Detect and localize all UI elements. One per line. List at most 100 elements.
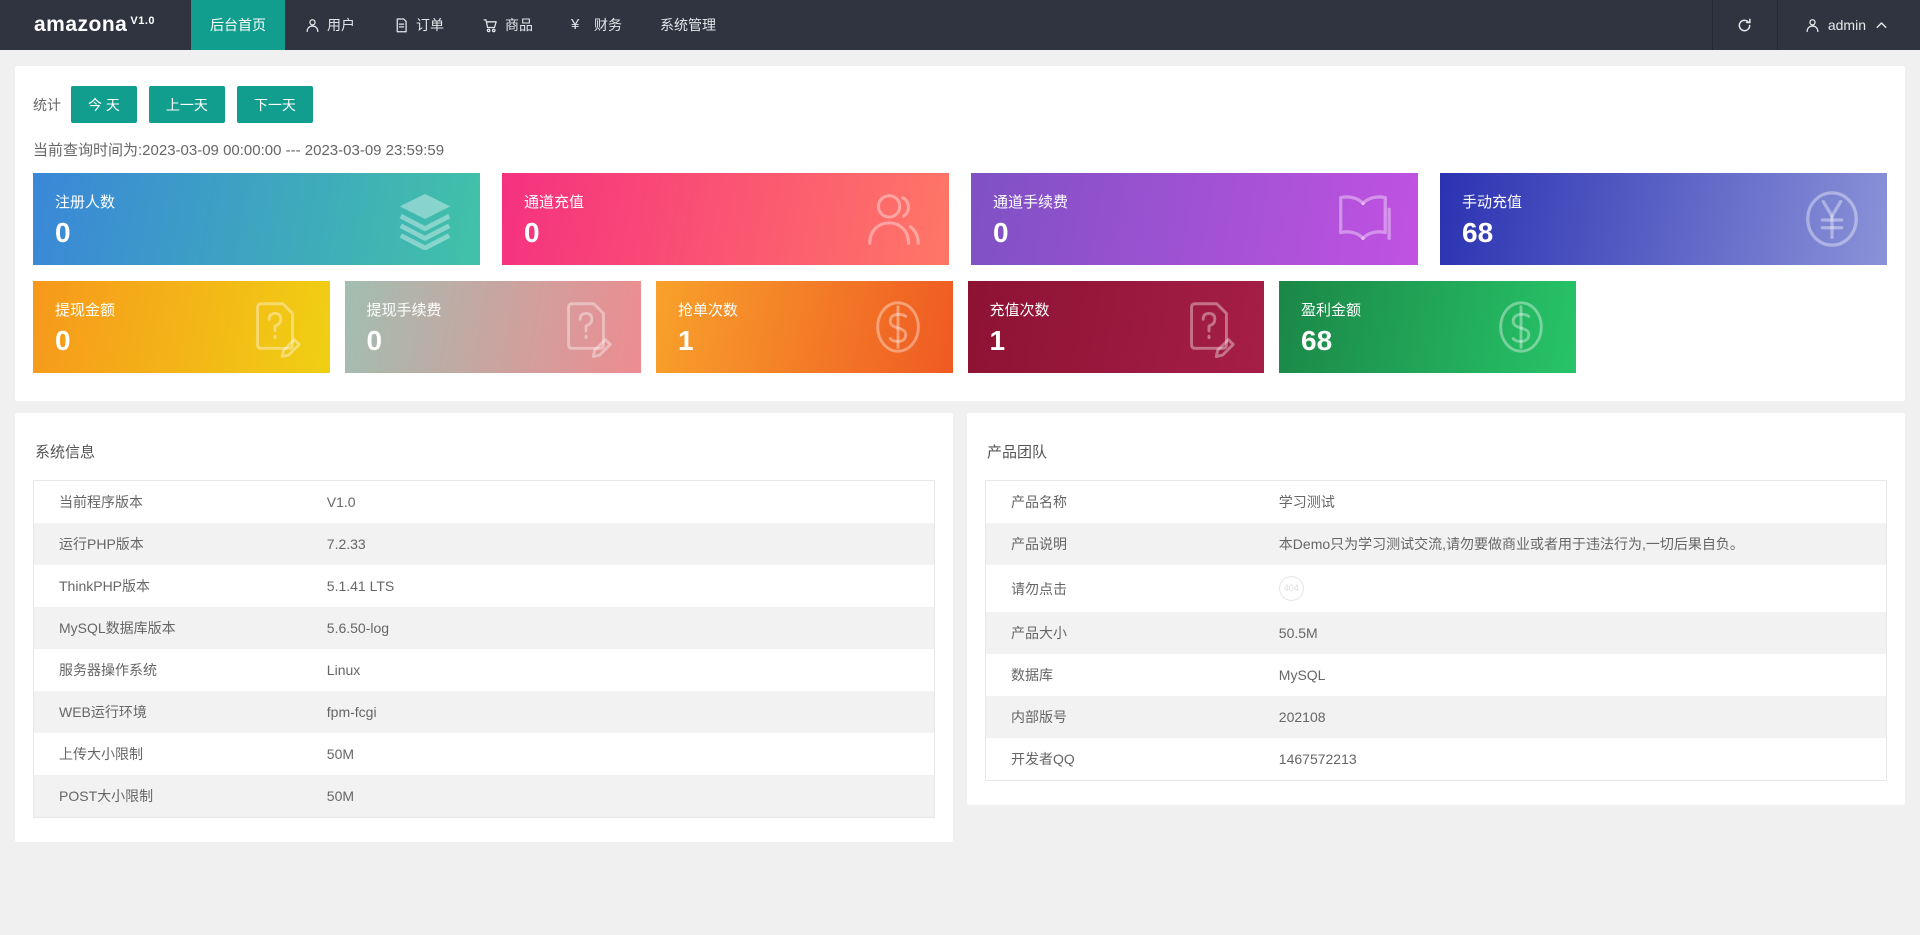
admin-menu[interactable]: admin bbox=[1778, 0, 1920, 50]
product-team-title: 产品团队 bbox=[987, 444, 1048, 461]
row-label: 开发者QQ bbox=[1011, 751, 1075, 767]
row-label: 请勿点击 bbox=[1011, 580, 1067, 597]
row-value: 202108 bbox=[1278, 709, 1326, 725]
stats-section-label: 统计 bbox=[33, 96, 61, 113]
stat-card: 充值次数 1 bbox=[967, 281, 1264, 373]
row-value: 7.2.33 bbox=[326, 536, 366, 552]
row-value: 5.1.41 LTS bbox=[326, 578, 395, 594]
system-info-panel: 系统信息 当前程序版本 V1.0 运行PHP版本 7.2.33 ThinkPHP版本 5.… bbox=[15, 413, 953, 842]
brand-version: V1.0 bbox=[130, 15, 156, 27]
stat-card-label: 提现金额 bbox=[55, 302, 116, 319]
stat-cards-row-1: 注册人数 0 通道充值 0 通道手续费 0 手动充值 68 bbox=[33, 173, 1887, 265]
yen-icon: ¥ bbox=[571, 15, 580, 33]
stat-card: 盈利金额 68 bbox=[1279, 281, 1576, 373]
refresh-icon bbox=[1736, 17, 1753, 34]
dollar-circle-icon bbox=[867, 296, 929, 358]
product-team-panel: 产品团队 产品名称 学习测试 产品说明 本Demo只为学习测试交流,请勿要做商业或者用… bbox=[967, 413, 1905, 805]
bottom-row: 系统信息 当前程序版本 V1.0 运行PHP版本 7.2.33 ThinkPHP版本 5.… bbox=[15, 413, 1905, 842]
row-value: fpm-fcgi bbox=[326, 704, 377, 720]
table-row: 产品大小 50.5M bbox=[985, 612, 1887, 654]
row-label: 数据库 bbox=[1011, 667, 1053, 683]
book-icon bbox=[1332, 188, 1394, 250]
table-row: POST大小限制 50M bbox=[33, 775, 935, 818]
nav-item-label: 商品 bbox=[505, 17, 534, 33]
nav-item-orders[interactable]: 订单 bbox=[374, 0, 463, 50]
range-button-next-day[interactable]: 下一天 bbox=[236, 86, 313, 123]
badge-404[interactable]: 404 bbox=[1278, 576, 1304, 601]
nav-item-goods[interactable]: 商品 bbox=[463, 0, 552, 50]
system-info-table: 当前程序版本 V1.0 运行PHP版本 7.2.33 ThinkPHP版本 5.1.41 … bbox=[33, 480, 935, 818]
brand-logo[interactable]: amazona V1.0 bbox=[0, 0, 191, 50]
row-label: POST大小限制 bbox=[59, 788, 154, 804]
row-value: Linux bbox=[326, 662, 361, 678]
table-row: 上传大小限制 50M bbox=[34, 733, 935, 775]
row-value: 1467572213 bbox=[1278, 751, 1357, 767]
users-icon bbox=[863, 188, 925, 250]
stat-card: 通道充值 0 bbox=[502, 173, 949, 265]
stat-card-label: 抢单次数 bbox=[678, 302, 739, 319]
row-value: 50M bbox=[326, 788, 355, 804]
stat-card-label: 提现手续费 bbox=[366, 302, 442, 319]
table-row: 服务器操作系统 Linux bbox=[34, 649, 935, 691]
stat-card-label: 注册人数 bbox=[55, 194, 116, 211]
stat-card: 注册人数 0 bbox=[33, 173, 480, 265]
top-navbar: amazona V1.0 后台首页 用户 订单 商品 ¥ 财务 系统管理 admin bbox=[0, 0, 1920, 50]
row-label: 产品名称 bbox=[1011, 494, 1067, 510]
table-row: 内部版号 202108 bbox=[985, 696, 1887, 738]
table-row: 请勿点击 404 bbox=[986, 565, 1887, 612]
cart-icon bbox=[482, 17, 499, 34]
refresh-button[interactable] bbox=[1711, 0, 1778, 50]
table-row: 产品说明 本Demo只为学习测试交流,请勿要做商业或者用于违法行为,一切后果自负。 bbox=[985, 523, 1887, 565]
range-buttons: 今 天上一天 下一天 bbox=[71, 86, 325, 123]
nav-item-users[interactable]: 用户 bbox=[285, 0, 374, 50]
row-value-cell: 404 bbox=[1265, 565, 1887, 612]
nav-item-system[interactable]: 系统管理 bbox=[641, 0, 735, 50]
stat-card-value: 1 bbox=[678, 325, 694, 356]
stat-card: 手动充值 68 bbox=[1440, 173, 1887, 265]
table-row: ThinkPHP版本 5.1.41 LTS bbox=[34, 565, 935, 607]
user-icon bbox=[304, 17, 321, 34]
stat-card: 通道手续费 0 bbox=[971, 173, 1418, 265]
stat-card-value: 68 bbox=[1462, 217, 1494, 248]
nav-item-label: 财务 bbox=[594, 17, 623, 33]
nav-item-finance[interactable]: ¥ 财务 bbox=[552, 0, 641, 50]
row-value: MySQL bbox=[1278, 667, 1326, 683]
stat-card: 抢单次数 1 bbox=[656, 281, 953, 373]
system-info-title: 系统信息 bbox=[35, 444, 96, 461]
main-content: 统计 今 天上一天 下一天 当前查询时间为:2023-03-09 00:00:00… bbox=[0, 50, 1920, 842]
stat-card-value: 1 bbox=[989, 325, 1006, 356]
row-label: 当前程序版本 bbox=[59, 494, 143, 510]
layers-icon bbox=[394, 188, 456, 250]
edit-doc-icon bbox=[244, 296, 306, 358]
row-label: ThinkPHP版本 bbox=[59, 578, 151, 594]
table-row: WEB运行环境 fpm-fcgi bbox=[33, 691, 935, 733]
range-button-today[interactable]: 今 天 bbox=[71, 86, 137, 123]
user-icon bbox=[1804, 17, 1821, 34]
row-label: 上传大小限制 bbox=[59, 746, 143, 762]
nav-item-label: 后台首页 bbox=[210, 17, 267, 33]
table-row: 开发者QQ 1467572213 bbox=[986, 738, 1887, 781]
row-value: 50M bbox=[326, 746, 355, 762]
row-label: MySQL数据库版本 bbox=[59, 620, 176, 636]
table-row: 数据库 MySQL bbox=[986, 654, 1887, 696]
nav-item-home[interactable]: 后台首页 bbox=[191, 0, 286, 50]
stat-card: 提现手续费 0 bbox=[344, 281, 641, 373]
navbar-right: admin bbox=[1711, 0, 1920, 50]
stat-card-value: 0 bbox=[524, 217, 540, 248]
edit-doc-icon bbox=[1178, 296, 1240, 358]
row-label: 运行PHP版本 bbox=[59, 536, 144, 552]
table-row: 产品名称 学习测试 bbox=[986, 481, 1887, 524]
stat-card-value: 68 bbox=[1301, 325, 1333, 356]
row-label: 内部版号 bbox=[1011, 709, 1067, 725]
order-icon bbox=[393, 17, 410, 34]
stat-card-value: 0 bbox=[55, 217, 71, 248]
chevron-up-icon bbox=[1873, 17, 1890, 34]
range-button-prev-day[interactable]: 上一天 bbox=[148, 86, 225, 123]
stat-card-value: 0 bbox=[366, 325, 383, 356]
edit-doc-icon bbox=[555, 296, 617, 358]
yen-circle-icon bbox=[1801, 188, 1863, 250]
stat-card-label: 盈利金额 bbox=[1301, 302, 1362, 319]
table-row: 运行PHP版本 7.2.33 bbox=[33, 523, 935, 565]
row-label: 服务器操作系统 bbox=[59, 662, 157, 678]
row-value: V1.0 bbox=[326, 494, 356, 510]
